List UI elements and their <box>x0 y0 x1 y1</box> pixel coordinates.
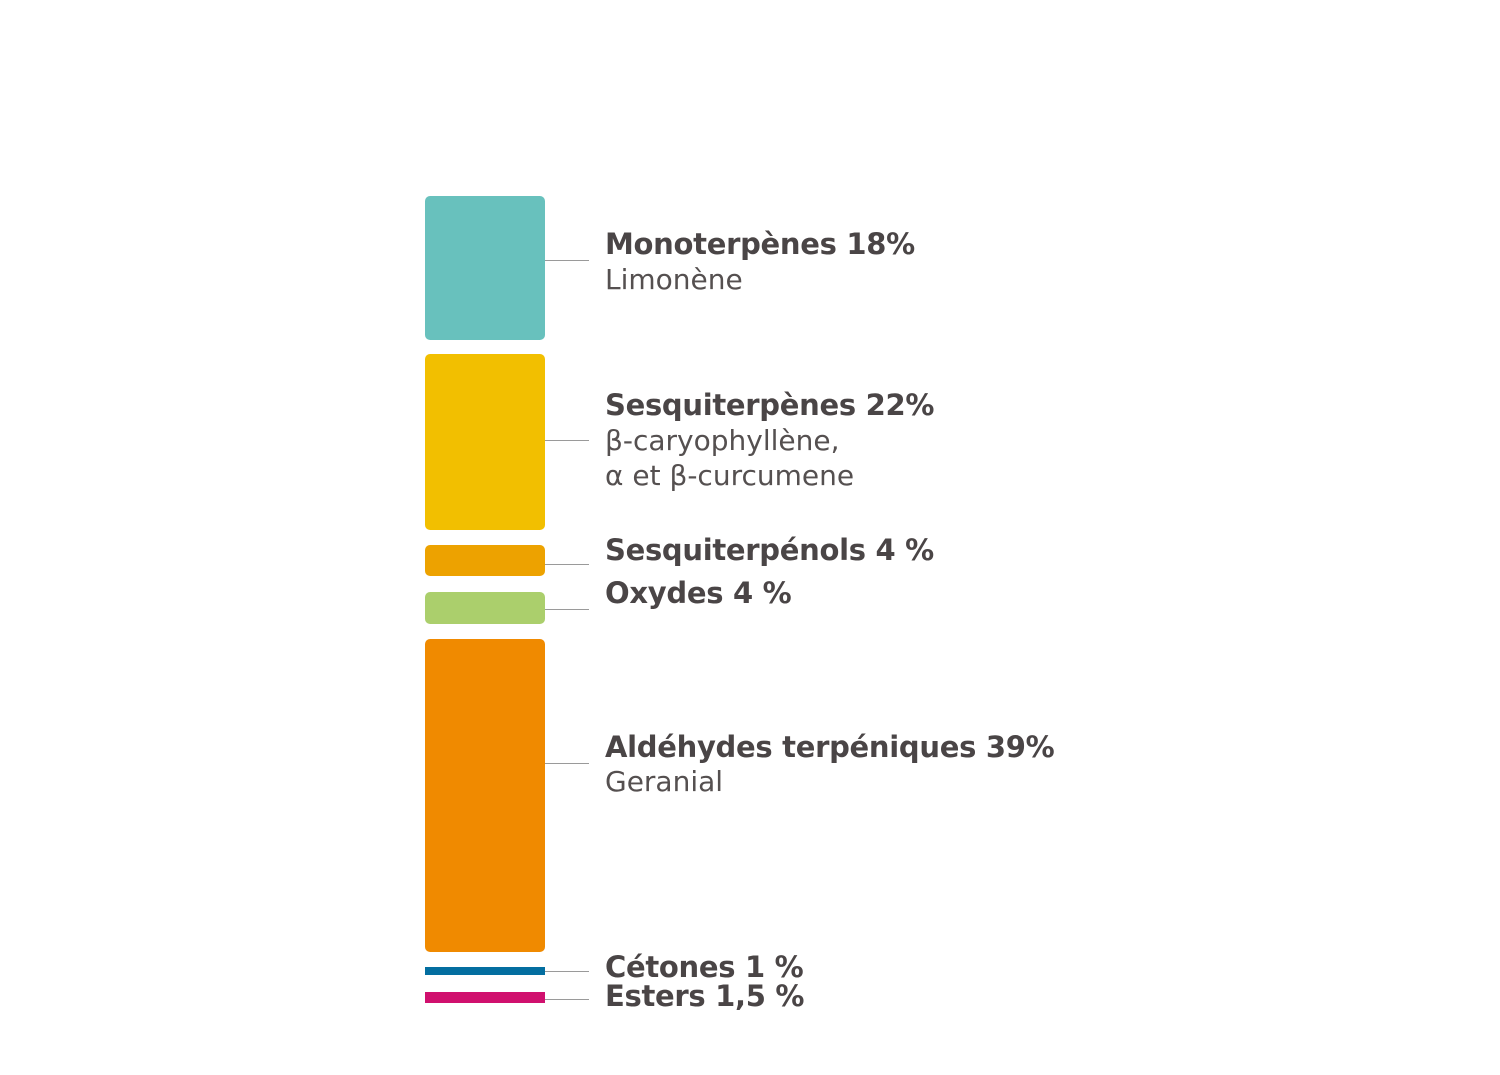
segment-label-aldehydes-terpeniques: Aldéhydes terpéniques 39% <box>605 730 1055 764</box>
bar-segment-cetones <box>425 967 545 975</box>
segment-label-cetones: Cétones 1 % <box>605 950 804 984</box>
bar-segment-sesquiterpenes <box>425 354 545 530</box>
leader-line-sesquiterpenes <box>545 440 589 441</box>
bar-segment-monoterpenes <box>425 196 545 340</box>
segment-detail-monoterpenes: Limonène <box>605 263 743 296</box>
segment-detail-sesquiterpenes: β-caryophyllène, <box>605 424 840 457</box>
segment-detail-sesquiterpenes: α et β-curcumene <box>605 459 855 492</box>
bar-segment-oxydes <box>425 592 545 624</box>
segment-detail-aldehydes-terpeniques: Geranial <box>605 765 724 798</box>
leader-line-aldehydes-terpeniques <box>545 763 589 764</box>
leader-line-cetones <box>545 971 589 972</box>
bar-segment-esters <box>425 992 545 1003</box>
segment-label-oxydes: Oxydes 4 % <box>605 576 792 610</box>
bar-segment-aldehydes-terpeniques <box>425 639 545 952</box>
leader-line-monoterpenes <box>545 260 589 261</box>
segment-label-monoterpenes: Monoterpènes 18% <box>605 227 915 261</box>
segment-label-sesquiterpenols: Sesquiterpénols 4 % <box>605 533 934 567</box>
bar-segment-sesquiterpenols <box>425 545 545 576</box>
segment-label-esters: Esters 1,5 % <box>605 979 805 1013</box>
leader-line-oxydes <box>545 609 589 610</box>
leader-line-esters <box>545 999 589 1000</box>
segment-label-sesquiterpenes: Sesquiterpènes 22% <box>605 388 935 422</box>
leader-line-sesquiterpenols <box>545 564 589 565</box>
